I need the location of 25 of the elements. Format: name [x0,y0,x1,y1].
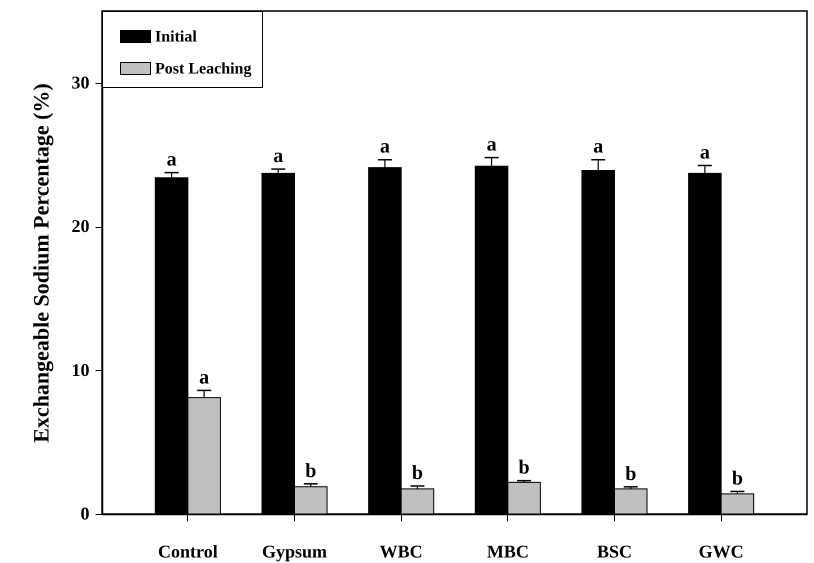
data-label: a [700,141,710,164]
data-label: b [625,462,636,485]
legend-label: Initial [155,28,198,46]
x-tick-label: Control [158,542,218,562]
data-label: a [593,136,604,158]
y-tick-label: 0 [80,504,90,524]
data-label: a [380,136,390,158]
data-label: b [412,462,423,484]
x-tick-label: BSC [596,542,632,562]
x-tick-label: GWC [698,542,744,562]
data-label: a [273,145,284,168]
legend-label: Post Leaching [155,60,252,78]
data-label: b [732,467,743,490]
y-tick-label: 20 [72,216,90,236]
data-label: a [166,148,177,171]
y-axis-title: Exchangeable Sodium Percentage (%) [28,83,54,443]
data-label: a [486,134,497,156]
x-tick-label: WBC [380,542,423,562]
data-label: a [199,366,210,388]
data-label: b [305,460,316,482]
y-tick-label: 10 [72,360,90,380]
x-tick-label: Gypsum [262,542,328,562]
x-tick-label: MBC [486,542,529,562]
y-tick-label: 30 [72,72,90,92]
data-label: b [518,456,530,479]
